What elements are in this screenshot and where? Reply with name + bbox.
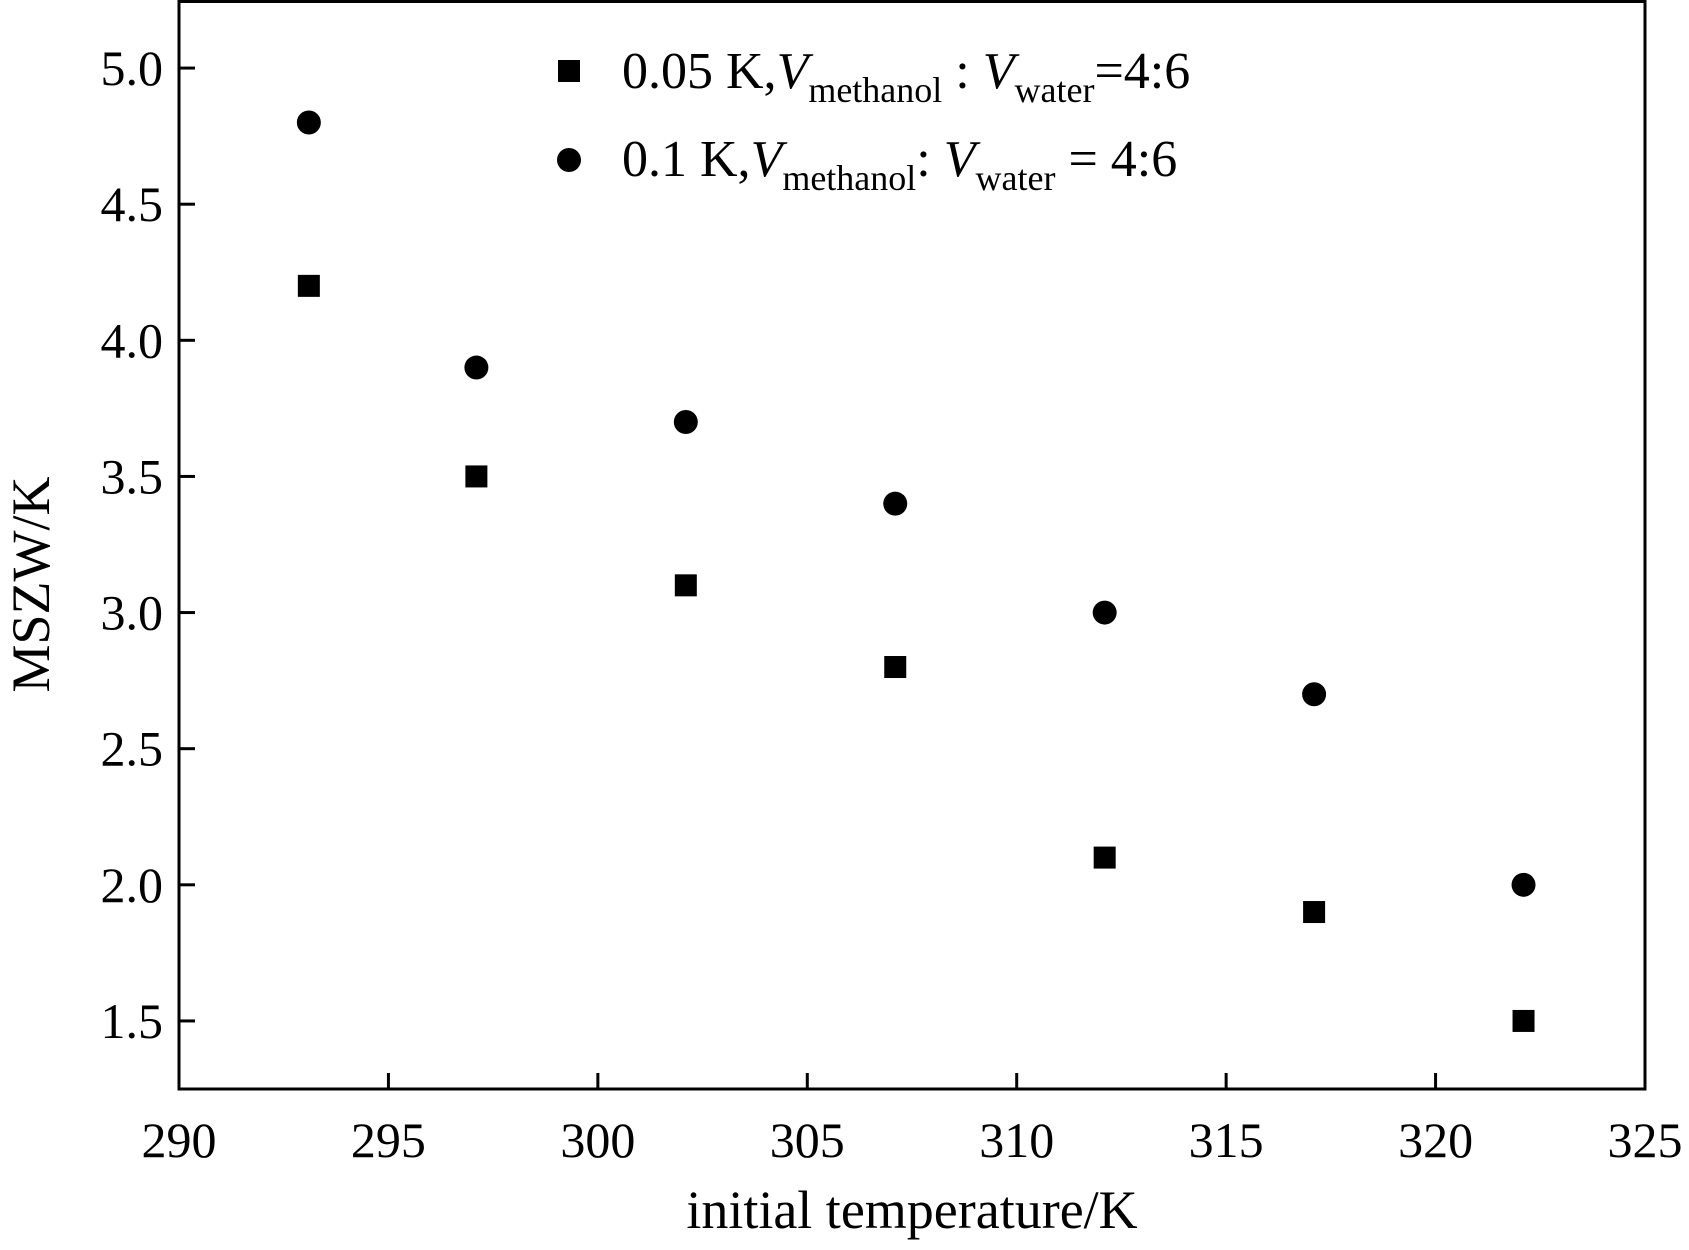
y-tick-label: 4.5 <box>101 176 164 232</box>
legend-mid: : <box>916 131 943 188</box>
y-tick-label: 3.5 <box>101 448 164 504</box>
y-tick-label: 2.0 <box>101 857 164 913</box>
data-point-square <box>1512 1009 1535 1032</box>
data-point-circle <box>883 491 908 516</box>
x-tick-label: 295 <box>351 1112 426 1168</box>
data-point-square <box>297 274 320 297</box>
y-tick-label: 2.5 <box>101 721 164 777</box>
x-tick-label: 315 <box>1189 1112 1264 1168</box>
x-tick-label: 305 <box>770 1112 845 1168</box>
data-point-square <box>465 465 488 488</box>
x-axis-title: initial temperature/K <box>686 1180 1137 1240</box>
data-point-circle <box>1092 600 1117 625</box>
data-point-circle <box>1302 682 1327 707</box>
y-tick-label: 1.5 <box>101 993 164 1049</box>
data-point-square <box>1093 846 1116 869</box>
x-tick-label: 290 <box>142 1112 217 1168</box>
data-point-circle <box>673 409 698 434</box>
legend-entry-series-1: 0.05 K,Vmethanol : Vwater=4:6 <box>622 43 1190 110</box>
legend-v1: V <box>777 43 814 100</box>
y-tick-label: 4.0 <box>101 312 164 368</box>
legend-suffix: = 4:6 <box>1055 131 1177 188</box>
x-tick-label: 310 <box>979 1112 1054 1168</box>
legend-v2: V <box>944 131 981 188</box>
data-point-circle <box>464 355 489 380</box>
y-tick-label: 3.0 <box>101 585 164 641</box>
legend-mid: : <box>942 43 982 100</box>
legend-marker-square <box>558 60 580 82</box>
y-tick-label: 5.0 <box>101 40 164 96</box>
legend-prefix: 0.1 K, <box>622 131 751 188</box>
legend: 0.05 K,Vmethanol : Vwater=4:6 0.1 K,Vmet… <box>557 43 1190 198</box>
legend-sub2: water <box>976 158 1056 198</box>
legend-entry-series-2: 0.1 K,Vmethanol: Vwater = 4:6 <box>622 131 1177 198</box>
data-point-square <box>1303 901 1326 924</box>
data-point-circle <box>1511 872 1536 897</box>
legend-v2: V <box>983 43 1020 100</box>
data-point-square <box>884 656 907 679</box>
legend-sub2: water <box>1015 70 1095 110</box>
data-points <box>296 110 1536 1032</box>
legend-sub1: methanol <box>782 158 916 198</box>
legend-sub1: methanol <box>808 70 942 110</box>
legend-suffix: =4:6 <box>1094 43 1190 100</box>
x-tick-label: 300 <box>560 1112 635 1168</box>
x-tick-label: 325 <box>1608 1112 1683 1168</box>
legend-prefix: 0.05 K, <box>622 43 777 100</box>
legend-marker-circle <box>557 148 581 172</box>
axis-ticks: 290 295 300 305 310 315 320 325 1.5 2.0 2.5 3.0 3.5 4… <box>101 40 1683 1168</box>
legend-v1: V <box>751 131 788 188</box>
y-axis-title: MSZW/K <box>1 476 61 692</box>
plot-frame <box>177 0 1647 1091</box>
data-point-square <box>674 574 697 597</box>
x-tick-label: 320 <box>1398 1112 1473 1168</box>
data-point-circle <box>296 110 321 135</box>
